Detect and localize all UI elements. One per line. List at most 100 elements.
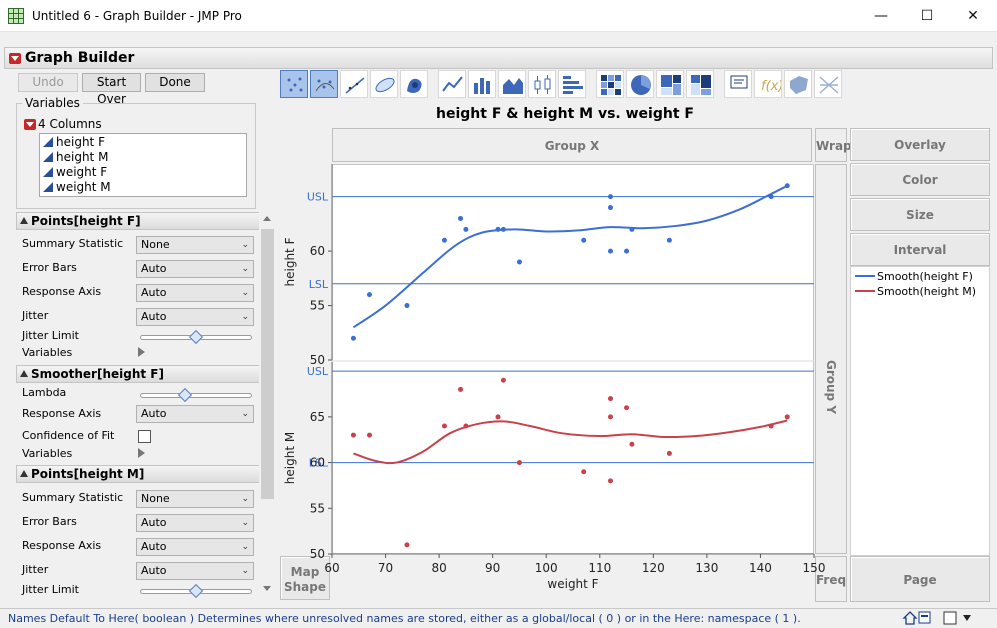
maximize-button[interactable]: ☐ (920, 8, 934, 24)
error-bars-select[interactable]: Auto ⌄ (136, 260, 254, 278)
panel-scrollbar[interactable] (259, 211, 276, 598)
smoother-line-1 (353, 419, 788, 465)
undo-button[interactable]: Undo (18, 73, 78, 92)
disclosure-icon[interactable] (20, 370, 28, 377)
jitter-limit-slider[interactable] (140, 583, 252, 598)
response-axis-label: Response Axis (22, 285, 102, 298)
size-zone[interactable]: Size (850, 198, 990, 231)
contour-points-icon[interactable] (310, 70, 338, 98)
jitter-limit-label: Jitter Limit (22, 583, 79, 596)
area-icon[interactable] (498, 70, 526, 98)
continuous-column-icon (43, 182, 53, 192)
data-point (404, 542, 410, 548)
close-button[interactable]: ✕ (967, 8, 979, 24)
points-icon[interactable] (280, 70, 308, 98)
error-bars-select[interactable]: Auto ⌄ (136, 514, 254, 532)
page-zone[interactable]: Page (850, 556, 990, 602)
smoother-response-axis-select[interactable]: Auto ⌄ (136, 405, 254, 423)
done-button[interactable]: Done (145, 73, 205, 92)
map-shape-zone[interactable]: Map Shape (280, 556, 330, 600)
data-point (666, 450, 672, 456)
plot-area[interactable] (332, 164, 814, 554)
column-item-height-m[interactable]: height M (43, 150, 108, 165)
bar-icon[interactable] (468, 70, 496, 98)
column-item-weight-m[interactable]: weight M (43, 180, 111, 195)
summary-statistic-label: Summary Statistic (22, 491, 124, 504)
expand-arrow-icon[interactable] (138, 448, 145, 458)
smoother-height-f-header[interactable]: Smoother[height F] (16, 365, 261, 383)
contour-icon[interactable] (400, 70, 428, 98)
dropdown-arrow-icon[interactable] (963, 615, 971, 621)
wrap-zone[interactable]: Wrap (815, 128, 852, 162)
line-icon[interactable] (438, 70, 466, 98)
caption-box-icon[interactable] (724, 70, 752, 98)
red-triangle-menu-icon[interactable] (9, 53, 21, 64)
slider-thumb[interactable] (177, 387, 192, 403)
points-height-m-header[interactable]: Points[height M] (16, 465, 261, 483)
toolbar-glyph (287, 77, 303, 92)
response-axis-select[interactable]: Auto ⌄ (136, 538, 254, 556)
home-icon[interactable] (902, 611, 918, 625)
group-y-zone[interactable]: Group Y (815, 164, 847, 554)
heatmap-icon[interactable] (596, 70, 624, 98)
histogram-icon[interactable] (558, 70, 586, 98)
chevron-down-icon: ⌄ (241, 240, 249, 250)
columns-menu-icon[interactable] (24, 119, 36, 130)
confidence-of-fit-checkbox[interactable] (138, 430, 151, 443)
slider-thumb[interactable] (188, 329, 204, 345)
group-x-zone[interactable]: Group X (332, 128, 812, 162)
expand-arrow-icon[interactable] (138, 347, 145, 357)
response-axis-select[interactable]: Auto ⌄ (136, 284, 254, 302)
slider-thumb[interactable] (188, 583, 204, 598)
window-titlebar: Untitled 6 - Graph Builder - JMP Pro — ☐… (0, 0, 997, 32)
minimize-button[interactable]: — (874, 8, 888, 24)
ellipse-icon[interactable] (370, 70, 398, 98)
data-point (495, 414, 501, 420)
checkbox-icon[interactable] (943, 611, 957, 625)
y-axis-label-0: height F (283, 237, 297, 286)
scroll-up-icon[interactable] (263, 216, 271, 221)
treemap-icon[interactable] (656, 70, 684, 98)
disclosure-icon[interactable] (20, 217, 28, 224)
formula-icon[interactable]: f(x) (754, 70, 782, 98)
map-shapes-icon[interactable] (784, 70, 812, 98)
pie-icon[interactable] (626, 70, 654, 98)
continuous-column-icon (43, 137, 53, 147)
scrollbar-thumb[interactable] (261, 229, 274, 499)
interval-zone[interactable]: Interval (850, 233, 990, 266)
smoother-line-0 (352, 184, 788, 329)
legend-item-height-m[interactable]: Smooth(height M) (855, 285, 976, 299)
box-plot-icon[interactable] (528, 70, 556, 98)
chevron-down-icon: ⌄ (241, 494, 249, 504)
element-toolbar: f(x) (280, 70, 842, 100)
jitter-limit-slider[interactable] (140, 329, 252, 345)
mosaic-icon[interactable] (686, 70, 714, 98)
scroll-down-icon[interactable] (263, 586, 271, 591)
summary-statistic-select[interactable]: None ⌄ (136, 236, 254, 254)
summary-statistic-select[interactable]: None ⌄ (136, 490, 254, 508)
x-tick-label: 120 (642, 561, 665, 575)
jitter-select[interactable]: Auto ⌄ (136, 562, 254, 580)
legend-item-height-f[interactable]: Smooth(height F) (855, 270, 973, 284)
chevron-down-icon: ⌄ (241, 518, 249, 528)
overlay-zone[interactable]: Overlay (850, 128, 990, 161)
data-point (607, 194, 613, 200)
lambda-slider[interactable] (140, 387, 252, 403)
data-point (500, 226, 506, 232)
parallel-icon[interactable] (814, 70, 842, 98)
line-of-fit-icon[interactable] (340, 70, 368, 98)
lambda-label: Lambda (22, 386, 67, 399)
continuous-column-icon (43, 167, 53, 177)
data-point (366, 292, 372, 298)
color-zone[interactable]: Color (850, 163, 990, 196)
toolbar-glyph (315, 79, 335, 92)
start-over-button[interactable]: Start Over (82, 73, 141, 106)
chevron-down-icon: ⌄ (241, 288, 249, 298)
disclosure-icon[interactable] (20, 470, 28, 477)
jitter-select[interactable]: Auto ⌄ (136, 308, 254, 326)
column-item-height-f[interactable]: height F (43, 135, 105, 150)
points-height-f-header[interactable]: Points[height F] (16, 212, 261, 230)
window-list-icon[interactable] (918, 611, 931, 624)
column-item-weight-f[interactable]: weight F (43, 165, 107, 180)
freq-zone[interactable]: Freq (815, 556, 847, 602)
